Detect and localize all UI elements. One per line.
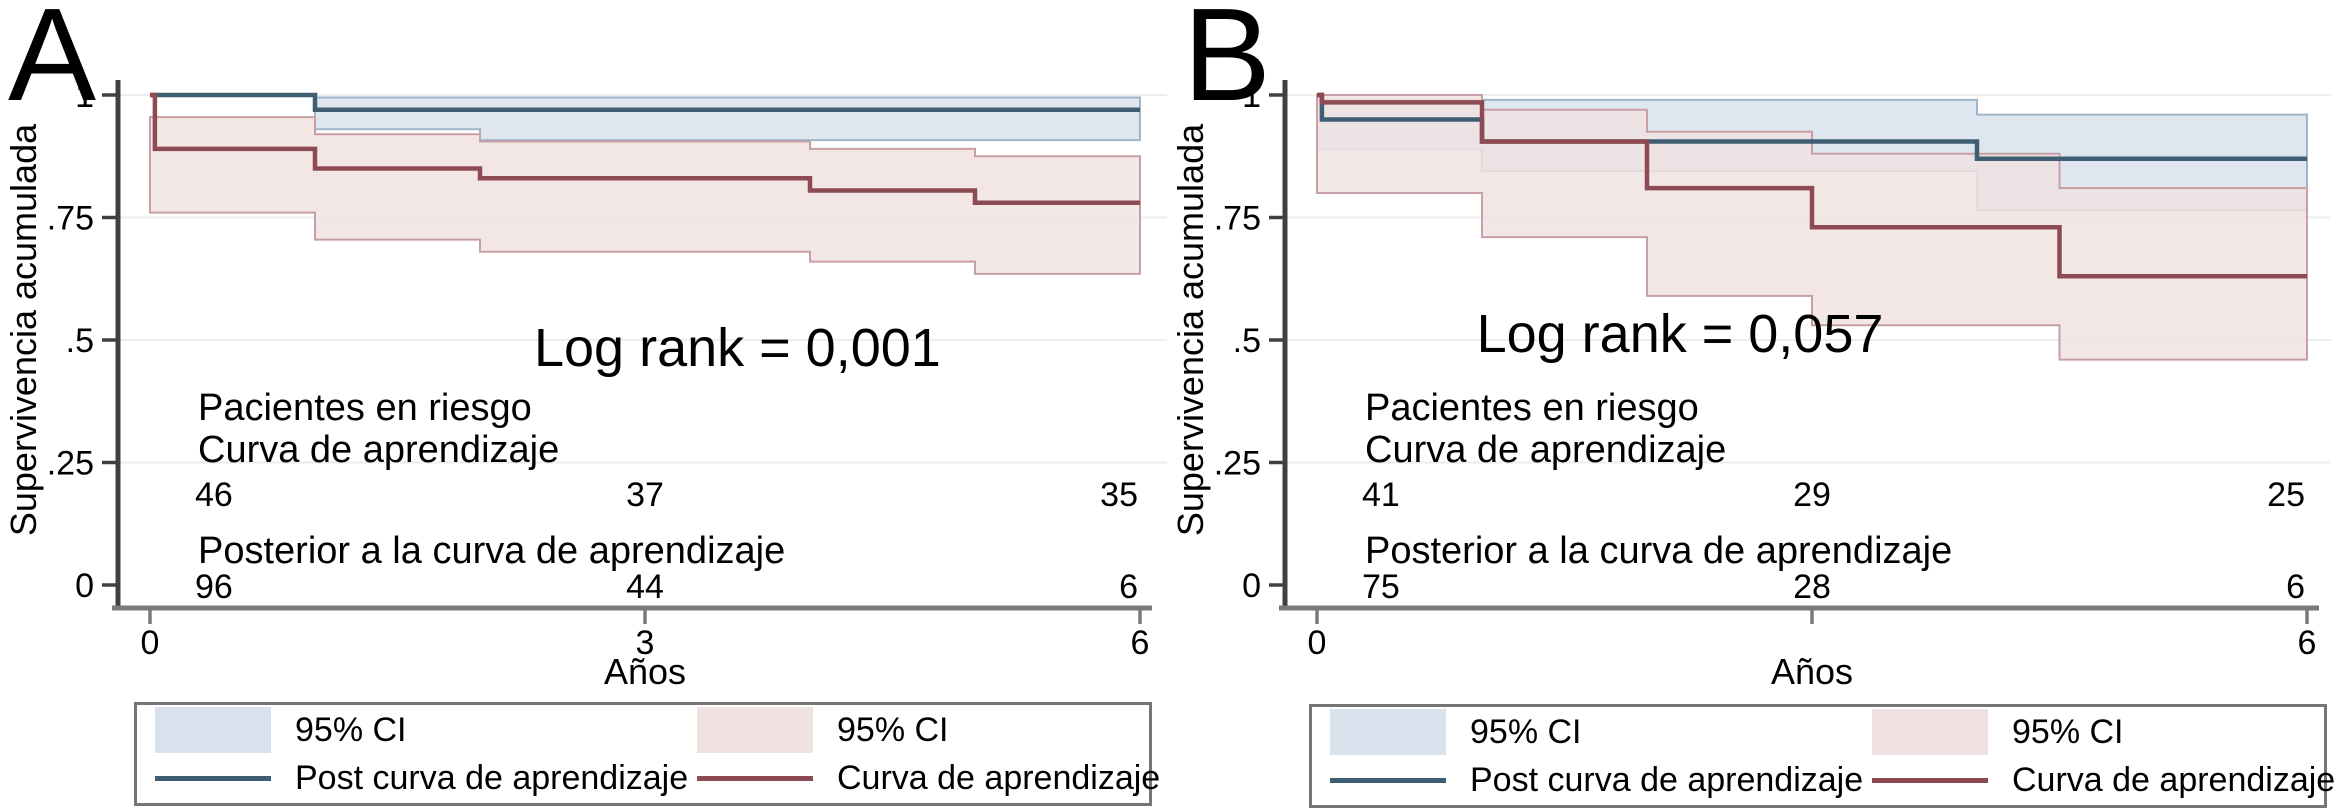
y-tick-label: 0 (1242, 567, 1261, 605)
y-tick-label: .25 (1214, 445, 1261, 483)
risk-count: 37 (626, 476, 664, 514)
legend-label: 95% CI (295, 710, 407, 749)
risk-row-label: Curva de aprendizaje (1365, 429, 1726, 471)
y-tick-label: .25 (47, 445, 94, 483)
risk-row-label: Posterior a la curva de aprendizaje (198, 530, 785, 572)
legend-item-ci-curva: 95% CI (697, 707, 1160, 753)
x-axis-title: Años (1771, 651, 1853, 692)
legend-label: Curva de aprendizaje (2012, 760, 2335, 799)
line-sample-red (697, 775, 813, 781)
risk-row-label: Curva de aprendizaje (198, 429, 559, 471)
legend-column-curva: 95% CI Curva de aprendizaje (1872, 707, 2335, 805)
risk-count: 28 (1793, 568, 1831, 606)
ci-swatch-blue (1330, 709, 1446, 755)
x-tick-label: 0 (1308, 624, 1327, 662)
legend-label: 95% CI (837, 710, 949, 749)
legend-column-post: 95% CI Post curva de aprendizaje (155, 705, 688, 803)
ci-swatch-pink (1872, 709, 1988, 755)
legend-panel-b: 95% CI Post curva de aprendizaje 95% CI … (1309, 704, 2335, 808)
risk-table-header: Pacientes en riesgo (198, 387, 532, 429)
line-sample-red (1872, 777, 1988, 783)
ci-swatch-blue (155, 707, 271, 753)
y-axis-title: Supervivencia acumulada (1170, 123, 1211, 536)
panel-letter-a: A (8, 0, 97, 128)
legend-column-post: 95% CI Post curva de aprendizaje (1330, 707, 1863, 805)
panel-letter-b: B (1183, 0, 1272, 128)
legend-item-ci-curva: 95% CI (1872, 709, 2335, 755)
legend-item-ci-post: 95% CI (155, 707, 688, 753)
legend-item-post-line: Post curva de aprendizaje (155, 758, 688, 798)
legend-column-curva: 95% CI Curva de aprendizaje (697, 705, 1160, 803)
x-tick-label: 3 (636, 624, 655, 662)
risk-count: 6 (2286, 568, 2305, 606)
line-sample-blue (1330, 777, 1446, 783)
risk-count: 6 (1119, 568, 1138, 606)
risk-count: 35 (1100, 476, 1138, 514)
log-rank-annotation: Log rank = 0,001 (534, 318, 941, 378)
risk-count: 44 (626, 568, 664, 606)
y-axis-title: Supervivencia acumulada (3, 123, 44, 536)
y-tick-label: .5 (1233, 322, 1261, 360)
km-chart-panel-b: 1 .75 .5 .25 0 0 6 Años Supervivencia acumulada L… (1170, 77, 2331, 692)
y-tick-label: .75 (1214, 200, 1261, 238)
risk-count: 46 (195, 476, 233, 514)
ci-bands (149, 96, 1141, 275)
legend-label: 95% CI (1470, 712, 1582, 751)
legend-label: 95% CI (2012, 712, 2124, 751)
survival-curves (150, 92, 1140, 206)
survival-curves (1317, 92, 2307, 279)
y-tick-label: .5 (66, 322, 94, 360)
risk-count: 96 (195, 568, 233, 606)
legend-label: Post curva de aprendizaje (295, 758, 689, 797)
axes: 1 .75 .5 .25 0 0 6 Años Supervivencia acumulada (1170, 77, 2319, 692)
legend-label: Post curva de aprendizaje (1470, 760, 1864, 799)
risk-count: 25 (2267, 476, 2305, 514)
ci-swatch-pink (697, 707, 813, 753)
line-sample-blue (155, 775, 271, 781)
risk-count: 41 (1362, 476, 1400, 514)
risk-table-header: Pacientes en riesgo (1365, 387, 1699, 429)
legend-item-curva-line: Curva de aprendizaje (697, 758, 1160, 798)
risk-row-label: Posterior a la curva de aprendizaje (1365, 530, 1952, 572)
x-tick-label: 6 (1131, 624, 1150, 662)
x-tick-label: 6 (2298, 624, 2317, 662)
legend-item-ci-post: 95% CI (1330, 709, 1863, 755)
y-tick-label: 1 (75, 77, 94, 115)
ci-band-curva (149, 116, 1141, 275)
y-tick-label: 1 (1242, 77, 1261, 115)
log-rank-annotation: Log rank = 0,057 (1477, 304, 1884, 364)
km-chart-panel-a: 1 .75 .5 .25 0 0 3 6 Años Supervivencia acumulada… (3, 77, 1167, 692)
panel-b: B 1 .75 .5 .25 0 0 6 Años Supervivencia acumulad… (1167, 0, 2335, 811)
curve-post (150, 92, 1140, 112)
curve-curva (1317, 92, 2307, 279)
legend-item-post-line: Post curva de aprendizaje (1330, 760, 1863, 800)
y-tick-label: .75 (47, 200, 94, 238)
panel-a: A 1 .75 .5 .25 0 0 3 6 Años Supervivencia acumula… (0, 0, 1167, 811)
legend-item-curva-line: Curva de aprendizaje (1872, 760, 2335, 800)
legend-label: Curva de aprendizaje (837, 758, 1161, 797)
risk-count: 75 (1362, 568, 1400, 606)
risk-count: 29 (1793, 476, 1831, 514)
axes: 1 .75 .5 .25 0 0 3 6 Años Supervivencia acumulada (3, 77, 1152, 692)
x-tick-label: 0 (141, 624, 160, 662)
x-axis-title: Años (604, 651, 686, 692)
legend-panel-a: 95% CI Post curva de aprendizaje 95% CI … (134, 702, 1160, 806)
y-tick-label: 0 (75, 567, 94, 605)
curve-curva (150, 92, 1140, 206)
